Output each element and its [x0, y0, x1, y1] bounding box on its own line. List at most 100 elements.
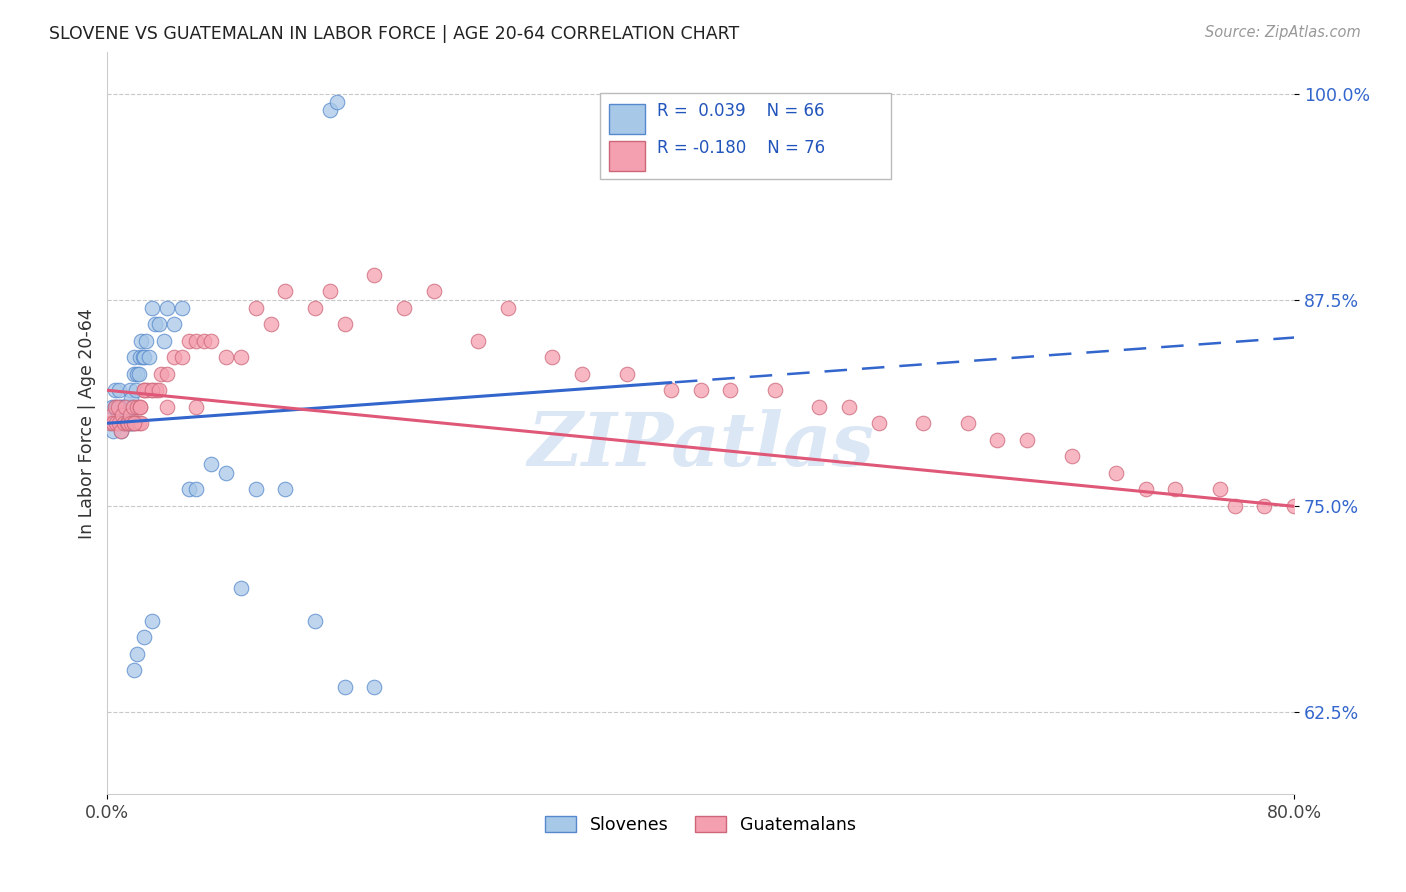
Point [333, 680, 356, 694]
Point [120, 400, 142, 414]
Point [143, 318, 166, 332]
Point [186, 400, 208, 414]
Point [124, 384, 146, 398]
Point [156, 367, 179, 381]
Point [229, 581, 252, 595]
Point [121, 400, 143, 414]
Point [1282, 499, 1305, 513]
Point [1209, 482, 1232, 496]
Point [112, 416, 135, 430]
Point [245, 482, 267, 496]
Point [986, 433, 1008, 447]
Point [145, 384, 167, 398]
Point [1164, 482, 1187, 496]
Text: Source: ZipAtlas.com: Source: ZipAtlas.com [1205, 25, 1361, 40]
Point [170, 301, 193, 315]
Legend: Slovenes, Guatemalans: Slovenes, Guatemalans [538, 809, 863, 841]
Point [112, 416, 135, 430]
Point [114, 400, 136, 414]
Point [868, 416, 890, 430]
Point [105, 416, 128, 430]
Text: ZIPatlas: ZIPatlas [527, 409, 875, 482]
Point [111, 408, 134, 422]
Point [363, 680, 385, 694]
Point [136, 384, 159, 398]
Point [134, 351, 156, 365]
Point [120, 416, 142, 430]
Point [110, 425, 132, 439]
Point [259, 318, 281, 332]
Point [108, 416, 131, 430]
Point [105, 400, 128, 414]
Point [245, 301, 267, 315]
Point [616, 367, 638, 381]
Point [131, 416, 153, 430]
Point [141, 301, 163, 315]
Point [956, 416, 979, 430]
Point [319, 285, 342, 299]
Point [118, 384, 141, 398]
Point [122, 416, 145, 430]
Point [103, 425, 125, 439]
Y-axis label: In Labor Force | Age 20-64: In Labor Force | Age 20-64 [79, 308, 96, 539]
Point [107, 408, 129, 422]
Point [122, 416, 145, 430]
Point [186, 482, 208, 496]
Point [541, 351, 564, 365]
Point [215, 351, 238, 365]
Point [134, 384, 156, 398]
FancyBboxPatch shape [609, 142, 645, 171]
Point [363, 268, 385, 282]
Point [141, 384, 163, 398]
Point [326, 95, 349, 109]
Point [115, 416, 138, 430]
Point [496, 301, 519, 315]
Point [141, 384, 163, 398]
Point [111, 408, 134, 422]
Point [98, 416, 121, 430]
Point [838, 400, 860, 414]
Point [1135, 482, 1157, 496]
Point [319, 103, 342, 117]
Point [101, 408, 124, 422]
Point [117, 416, 139, 430]
Point [186, 334, 208, 348]
Point [200, 334, 222, 348]
Point [107, 416, 129, 430]
Point [229, 351, 252, 365]
Point [125, 367, 148, 381]
Point [304, 614, 326, 628]
Point [111, 400, 134, 414]
Point [114, 400, 136, 414]
Point [141, 614, 163, 628]
Text: SLOVENE VS GUATEMALAN IN LABOR FORCE | AGE 20-64 CORRELATION CHART: SLOVENE VS GUATEMALAN IN LABOR FORCE | A… [49, 25, 740, 43]
Point [117, 416, 139, 430]
Point [689, 384, 711, 398]
Point [122, 351, 145, 365]
Point [108, 400, 131, 414]
Point [124, 416, 146, 430]
Point [148, 384, 170, 398]
Point [118, 408, 141, 422]
Point [392, 301, 415, 315]
Point [200, 458, 222, 472]
Point [274, 285, 297, 299]
Point [422, 285, 444, 299]
Point [121, 416, 143, 430]
Text: R =  0.039    N = 66: R = 0.039 N = 66 [657, 103, 824, 120]
Point [125, 400, 148, 414]
Point [163, 318, 186, 332]
Point [104, 400, 127, 414]
Point [129, 400, 152, 414]
Point [333, 318, 356, 332]
Point [104, 400, 127, 414]
Point [1253, 499, 1275, 513]
Point [163, 351, 186, 365]
Point [718, 384, 741, 398]
Point [129, 400, 152, 414]
Point [110, 400, 132, 414]
Point [101, 400, 124, 414]
Point [115, 416, 138, 430]
Point [1060, 449, 1083, 463]
Point [128, 416, 150, 430]
